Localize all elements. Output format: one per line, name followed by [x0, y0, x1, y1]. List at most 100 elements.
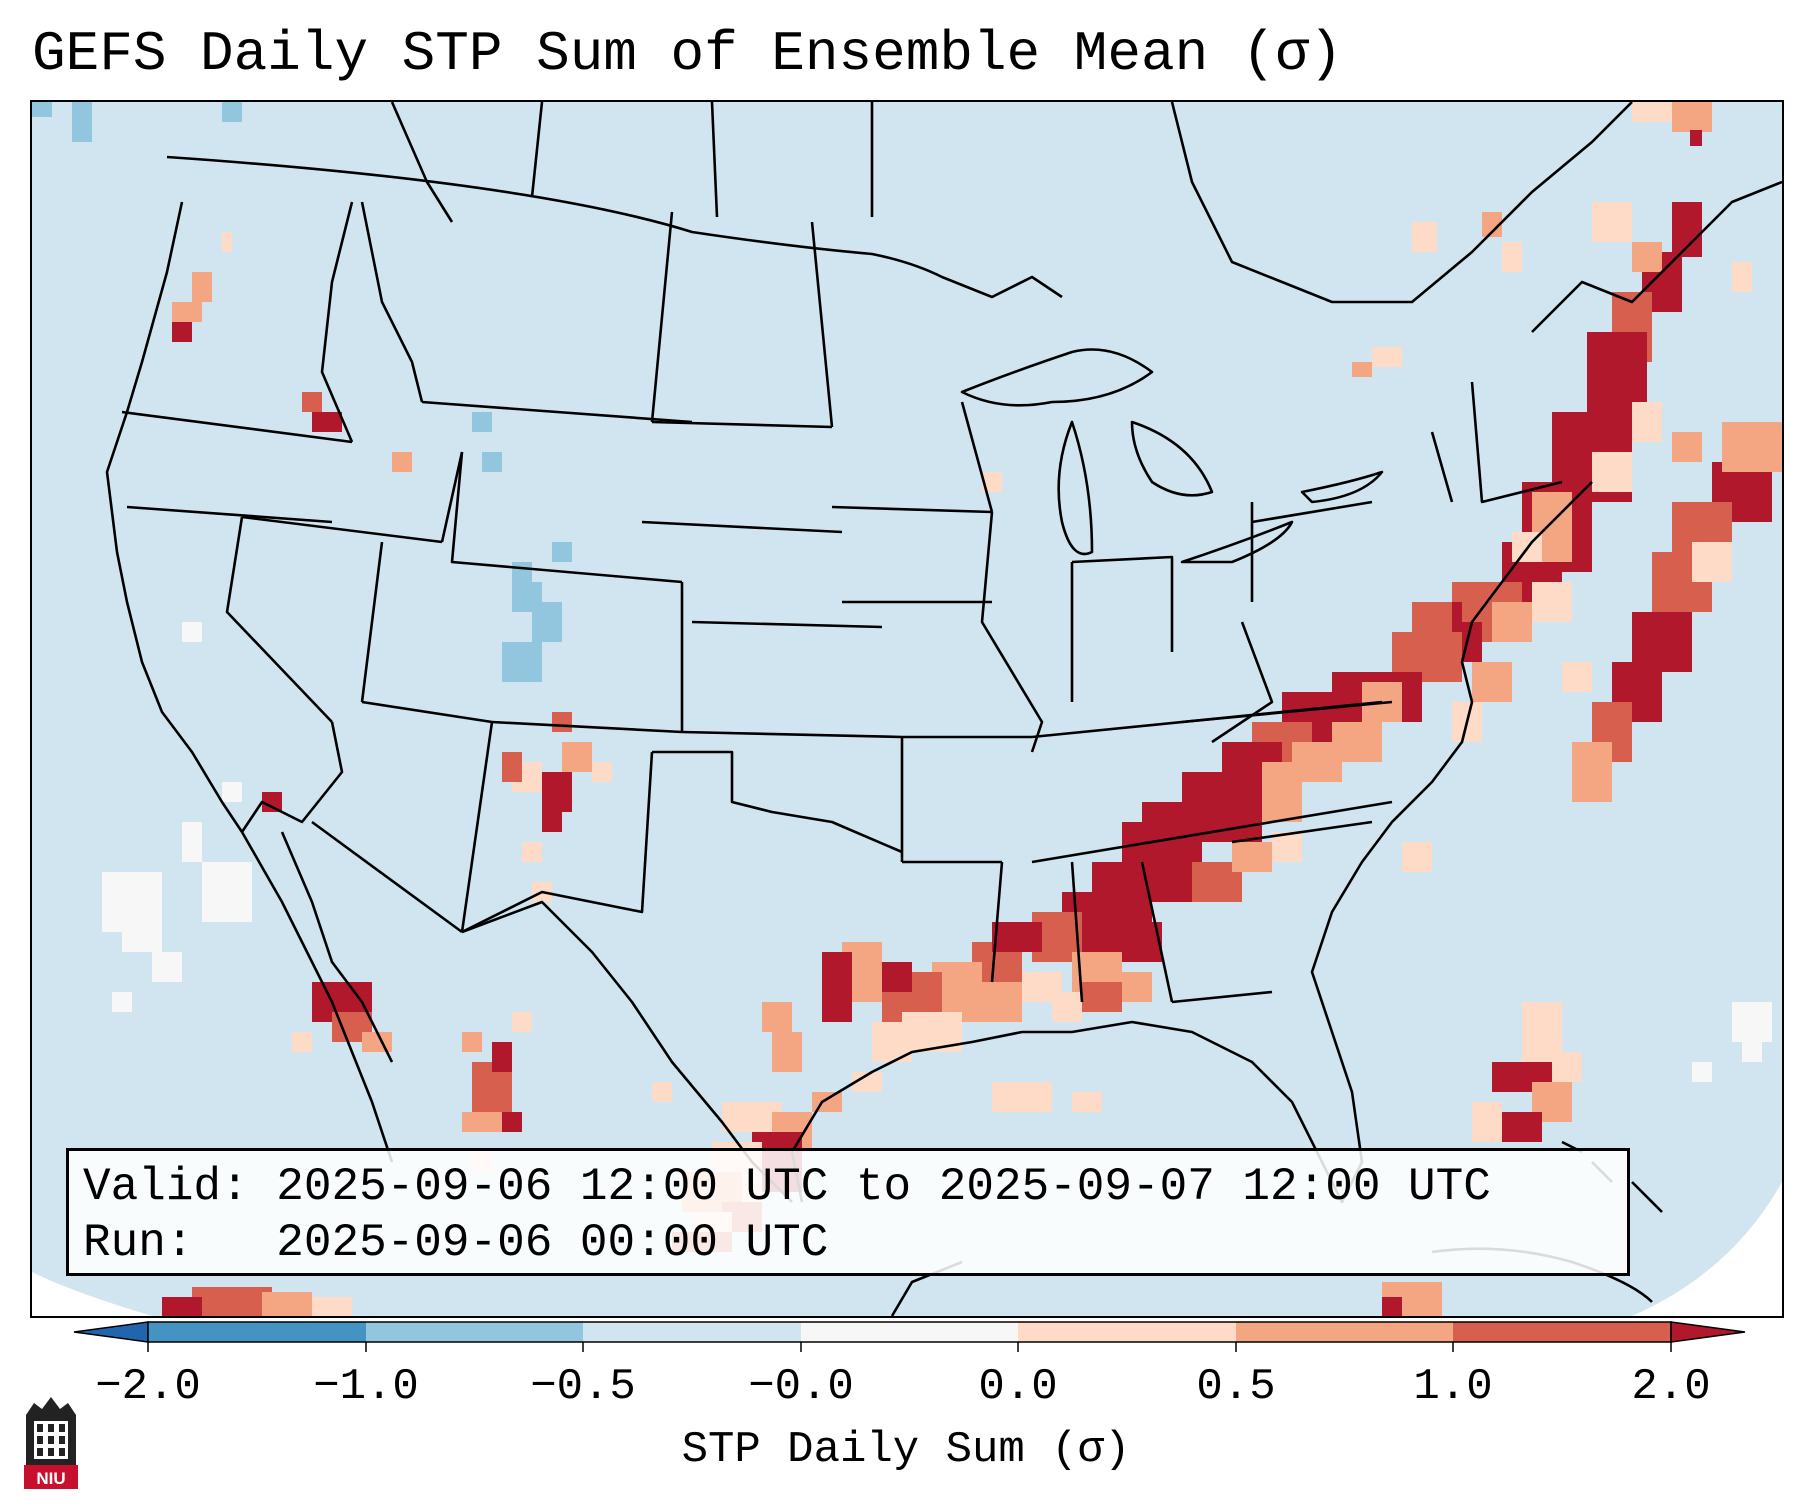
stp-cell: [1592, 202, 1632, 242]
stp-cell: [172, 322, 192, 342]
stp-cell: [1532, 492, 1572, 532]
stp-cell: [982, 982, 1022, 1022]
state-border-tn-ms-al: [1031, 800, 1393, 864]
stp-cell: [772, 1032, 802, 1072]
state-border-nv-ca: [225, 516, 333, 723]
stp-cell: [1732, 1002, 1772, 1042]
stp-cell: [72, 102, 92, 142]
stp-cell: [1492, 602, 1532, 642]
stp-cell: [1332, 722, 1382, 762]
logo-text: NIU: [36, 1469, 65, 1488]
stp-cell: [462, 1112, 502, 1132]
state-border-id-nv: [241, 515, 443, 544]
stp-cell: [122, 922, 162, 952]
map-panel: [30, 100, 1784, 1318]
state-border-wy-ut: [440, 451, 464, 543]
stp-cell: [1082, 982, 1122, 1012]
stp-cell: [1502, 1112, 1542, 1142]
stp-cell: [1502, 242, 1522, 272]
stp-cell: [262, 1292, 312, 1316]
stp-cell: [482, 452, 502, 472]
colorbar-tick-label: −2.0: [95, 1362, 201, 1412]
state-border-ne-ks: [691, 620, 883, 629]
colorbar-tick-label: 1.0: [1413, 1362, 1493, 1412]
colorbar-bin: [1453, 1322, 1671, 1342]
stp-cell: [982, 472, 1002, 492]
lake-erie: [1180, 520, 1294, 564]
stp-cell: [1272, 832, 1302, 862]
stp-cell: [262, 792, 282, 812]
stp-cell: [202, 862, 252, 922]
stp-cell: [182, 822, 202, 862]
stp-cell: [292, 1032, 312, 1052]
stp-cell: [532, 602, 562, 642]
stp-cell: [312, 412, 342, 432]
stp-cell: [312, 1297, 352, 1316]
stp-cell: [192, 272, 212, 302]
gulf-coast: [790, 481, 1593, 1204]
state-border-nm-tx: [461, 751, 654, 934]
stp-cell: [192, 1287, 272, 1316]
colorbar-bin: [366, 1322, 583, 1342]
state-border-or-ca: [126, 505, 333, 524]
state-border-nd-sd: [651, 420, 833, 429]
stp-cell: [852, 1072, 882, 1092]
stp-cell: [502, 642, 542, 682]
state-border-ut-az: [361, 700, 493, 724]
state-border-wa-id: [320, 201, 354, 443]
colorbar-tick-label: −0.0: [748, 1362, 854, 1412]
colorbar-bin: [801, 1322, 1018, 1342]
colorbar-ticks: [147, 1342, 1672, 1352]
state-border-ga-fl: [1171, 990, 1273, 1004]
state-border-wy-co: [450, 451, 683, 584]
stp-cell: [222, 102, 242, 122]
state-border-ny-vt: [1430, 431, 1454, 503]
state-border-new-england: [1470, 381, 1563, 504]
stp-cell: [1692, 542, 1732, 582]
state-border-wv: [1211, 621, 1274, 744]
stp-cell: [1632, 242, 1662, 272]
state-border-ca-az: [240, 721, 344, 833]
state-border-ok-tx: [652, 750, 903, 854]
state-border-nd-mn: [810, 221, 834, 428]
stp-cell: [522, 842, 542, 862]
us-canada-border: [166, 155, 1063, 299]
canada-province-line: [710, 102, 719, 218]
colorbar-tick-label: −1.0: [313, 1362, 419, 1412]
projection-edge-left: [32, 1272, 152, 1316]
niu-logo: NIU: [24, 1397, 78, 1489]
mexico-coast: [240, 831, 394, 1163]
canada-coast: [1531, 180, 1782, 333]
political-boundaries: [105, 102, 1782, 1316]
colorbar-bin: [148, 1322, 366, 1342]
stp-cell: [822, 952, 852, 1022]
stp-cell: [1632, 402, 1662, 442]
stp-cell: [1472, 1102, 1502, 1142]
stp-cell: [512, 1012, 532, 1032]
stp-cell: [392, 452, 412, 472]
colorbar-tick-label: 0.0: [978, 1362, 1058, 1412]
stp-cell: [652, 1082, 672, 1102]
colorbar-under-arrow: [73, 1321, 149, 1343]
colorbar: [73, 1321, 1746, 1352]
stp-cell: [1072, 1092, 1102, 1112]
stp-cell: [992, 1082, 1052, 1112]
state-border-co-nm: [491, 720, 683, 734]
run-time: 2025-09-06 00:00 UTC: [276, 1217, 829, 1269]
stp-cell: [1412, 222, 1437, 252]
state-border-az-nm: [460, 721, 494, 933]
state-border-wa-or: [121, 410, 353, 444]
stp-cell: [362, 1032, 392, 1052]
state-border-mn-ia: [831, 505, 993, 514]
state-border-va-nc: [1181, 700, 1393, 724]
stp-cell: [1052, 992, 1082, 1022]
stp-cell: [1382, 1297, 1402, 1316]
stp-cell: [1632, 102, 1672, 122]
stp-anomaly-cells: [32, 102, 1782, 1316]
canada-coast: [1170, 102, 1633, 304]
stp-cell: [562, 742, 592, 772]
stp-cell: [762, 1002, 792, 1032]
valid-time-range: 2025-09-06 12:00 UTC to 2025-09-07 12:00…: [276, 1161, 1491, 1213]
stp-cell: [32, 102, 52, 117]
stp-cell: [542, 802, 562, 832]
